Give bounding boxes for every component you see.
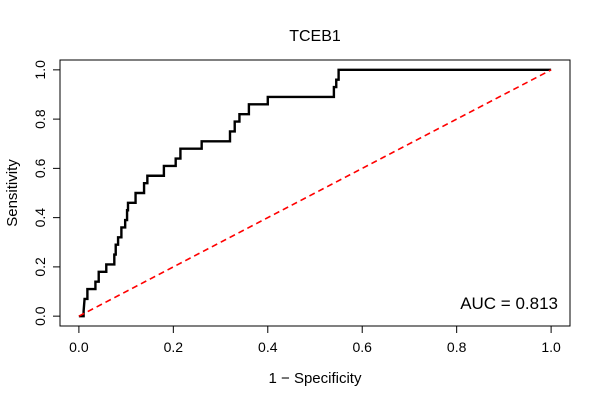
series-layer <box>78 68 552 318</box>
y-tick-label: 0.2 <box>32 257 48 277</box>
x-tick-label: 0.4 <box>258 339 278 355</box>
x-tick-label: 1.0 <box>541 339 561 355</box>
y-tick-label: 1.0 <box>32 60 48 80</box>
auc-annotation: AUC = 0.813 <box>460 294 558 313</box>
x-axis-title: 1 − Specificity <box>269 370 362 387</box>
y-axis: 0.0 0.2 0.4 0.6 0.8 1.0 <box>32 60 60 326</box>
plot-frame <box>59 59 571 327</box>
x-tick-label: 0.8 <box>447 339 467 355</box>
reference-diagonal-line <box>78 69 552 317</box>
x-tick-label: 0.6 <box>352 339 372 355</box>
x-tick-label: 0.0 <box>69 339 89 355</box>
x-tick-label: 0.2 <box>164 339 184 355</box>
y-tick-label: 0.8 <box>32 109 48 129</box>
chart-title: TCEB1 <box>289 28 341 45</box>
x-axis: 0.0 0.2 0.4 0.6 0.8 1.0 <box>69 326 561 355</box>
y-tick-label: 0.0 <box>32 306 48 326</box>
roc-curve <box>78 68 552 318</box>
y-axis-title: Sensitivity <box>4 159 21 227</box>
y-tick-label: 0.4 <box>32 208 48 228</box>
y-tick-label: 0.6 <box>32 158 48 178</box>
